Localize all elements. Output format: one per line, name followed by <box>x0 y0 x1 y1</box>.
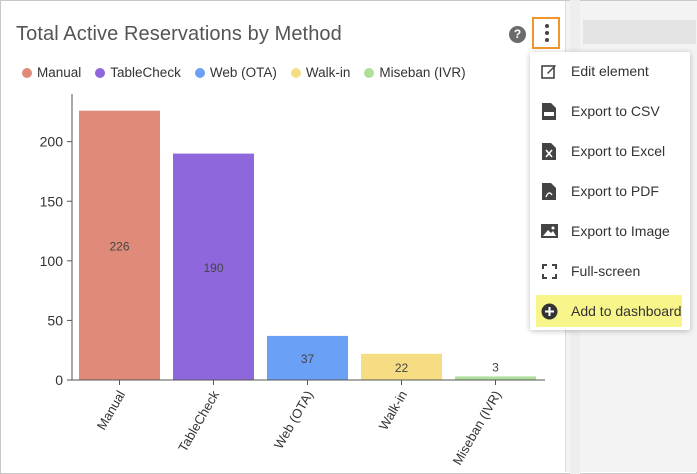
bar-4[interactable] <box>455 376 536 380</box>
menu-item-fullscreen[interactable]: Full-screen <box>536 255 682 287</box>
legend-label: Miseban (IVR) <box>379 65 466 80</box>
legend-label: TableCheck <box>110 65 181 80</box>
menu-item-label: Export to Excel <box>571 143 666 159</box>
menu-item-label: Export to CSV <box>571 103 660 119</box>
adjacent-panel-header <box>583 20 696 44</box>
bar-2[interactable] <box>267 335 348 380</box>
legend-swatch <box>194 67 205 78</box>
menu-item-label: Edit element <box>571 63 649 79</box>
kebab-dot <box>545 31 549 35</box>
csv-file-icon <box>540 102 558 120</box>
question-circle-icon[interactable]: ? <box>509 26 526 43</box>
y-tick-label: 100 <box>40 253 64 269</box>
bar-1[interactable] <box>173 153 254 380</box>
bars: 226 190 37 22 3 <box>79 110 536 380</box>
data-label: 190 <box>203 261 223 275</box>
legend-swatch <box>95 67 106 78</box>
bar-3[interactable] <box>361 353 442 380</box>
data-label: 22 <box>395 361 409 375</box>
legend-label: Walk-in <box>305 65 351 80</box>
menu-item-export-excel[interactable]: Export to Excel <box>536 135 682 167</box>
menu-item-label: Full-screen <box>571 263 641 279</box>
legend-item-tablecheck[interactable]: TableCheck <box>95 65 181 80</box>
menu-item-add-to-dashboard[interactable]: Add to dashboard <box>536 295 682 327</box>
menu-item-edit[interactable]: Edit element <box>536 55 682 87</box>
bar-0[interactable] <box>79 110 160 380</box>
legend-item-walkin[interactable]: Walk-in <box>290 65 351 80</box>
legend-item-miseban[interactable]: Miseban (IVR) <box>364 65 466 80</box>
plus-circle-icon <box>540 302 558 320</box>
y-axis: 0 50 100 150 200 <box>40 94 73 388</box>
legend-label: Web (OTA) <box>209 65 277 80</box>
x-tick-label: Web (OTA) <box>271 388 316 451</box>
legend-swatch <box>364 67 375 78</box>
chart-legend: Manual TableCheck Web (OTA) Walk-in Mise… <box>22 65 480 80</box>
data-label: 226 <box>109 239 129 253</box>
kebab-dot <box>545 38 549 42</box>
legend-item-manual[interactable]: Manual <box>22 65 81 80</box>
y-tick-label: 150 <box>40 193 64 209</box>
data-label: 37 <box>301 352 315 366</box>
x-tick-label: TableCheck <box>175 388 222 455</box>
options-menu: Edit element Export to CSV Export to Exc… <box>530 52 690 330</box>
image-icon <box>540 222 558 240</box>
edit-icon <box>540 62 558 80</box>
x-tick-label: Walk-in <box>376 388 410 433</box>
legend-swatch <box>290 67 301 78</box>
y-tick-label: 200 <box>40 134 64 150</box>
y-tick-label: 50 <box>47 312 63 328</box>
chart-title: Total Active Reservations by Method <box>16 23 342 45</box>
legend-label: Manual <box>37 65 82 80</box>
kebab-vertical-icon <box>545 24 549 28</box>
pdf-file-icon <box>540 182 558 200</box>
x-axis: Manual TableCheck Web (OTA) Walk-in Miseban … <box>72 379 545 467</box>
menu-item-export-pdf[interactable]: Export to PDF <box>536 175 682 207</box>
menu-item-export-image[interactable]: Export to Image <box>536 215 682 247</box>
legend-item-web[interactable]: Web (OTA) <box>194 65 277 80</box>
more-options-button[interactable] <box>532 17 560 49</box>
menu-item-label: Export to PDF <box>571 183 659 199</box>
x-tick-label: Miseban (IVR) <box>450 388 505 467</box>
legend-swatch <box>22 67 32 78</box>
data-label: 3 <box>492 360 499 374</box>
fullscreen-icon <box>540 262 558 280</box>
menu-item-label: Export to Image <box>571 223 670 239</box>
menu-item-label: Add to dashboard <box>571 303 682 319</box>
y-tick-label: 0 <box>55 372 63 388</box>
bar-chart: 0 50 100 150 200 226 190 37 22 3 Manual TableChec… <box>40 94 545 467</box>
excel-file-icon <box>540 142 558 160</box>
menu-item-export-csv[interactable]: Export to CSV <box>536 95 682 127</box>
x-tick-label: Manual <box>94 388 128 433</box>
